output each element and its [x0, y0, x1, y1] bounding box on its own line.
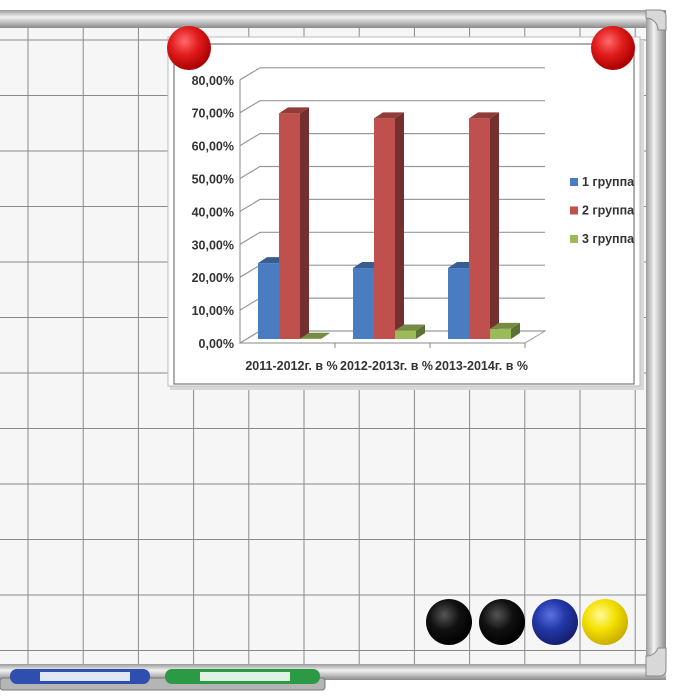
bar-top	[374, 112, 404, 119]
legend-swatch	[570, 178, 578, 186]
gridline	[239, 165, 545, 180]
y-tick-label: 20,00%	[192, 271, 234, 285]
y-tick-label: 30,00%	[192, 238, 234, 252]
x-tick-label: 2013-2014г. в %	[435, 359, 528, 373]
legend-swatch	[570, 206, 578, 215]
bar-chart: 0,00% 10,00% 20,00% 30,00% 40,00% 50,00% 60,00…	[192, 67, 635, 373]
magnet-black-2[interactable]	[479, 599, 525, 645]
y-tick-label: 40,00%	[192, 205, 234, 219]
y-tick-label: 80,00%	[192, 74, 234, 88]
bar-top	[490, 322, 520, 329]
x-tick-label: 2012-2013г. в %	[340, 359, 433, 373]
bar-side	[300, 107, 309, 339]
board-frame-right	[646, 10, 666, 680]
frame-corner-top	[645, 9, 667, 31]
bar	[395, 330, 416, 339]
y-tick-label: 60,00%	[192, 140, 234, 154]
gridline	[239, 100, 545, 114]
bar-top	[395, 324, 425, 331]
legend-label: 3 группа	[582, 232, 635, 246]
marker-green[interactable]	[165, 669, 320, 684]
bar	[469, 118, 490, 339]
marker-blue[interactable]	[10, 669, 150, 684]
bar-side	[490, 112, 499, 339]
gridline	[239, 198, 545, 212]
y-tick-label: 10,00%	[192, 304, 234, 318]
bar	[279, 113, 300, 339]
magnet-red-left[interactable]	[167, 26, 211, 70]
bar-side	[511, 322, 520, 339]
bar-top	[279, 107, 309, 114]
bar-side	[321, 332, 330, 339]
bar	[353, 268, 374, 339]
y-tick-label: 50,00%	[192, 173, 234, 187]
bar	[448, 268, 469, 339]
bar	[490, 328, 511, 339]
bar-top	[469, 112, 499, 119]
bar-top	[300, 332, 330, 339]
legend-swatch	[570, 235, 578, 243]
y-tick-label: 0,00%	[199, 337, 234, 351]
gridline	[239, 133, 545, 147]
board-frame-top	[0, 10, 665, 28]
magnet-blue[interactable]	[532, 599, 578, 645]
bar-side	[416, 324, 425, 339]
legend-label: 2 группа	[582, 204, 635, 218]
frame-corner-bottom	[645, 647, 667, 677]
chart-border	[173, 43, 635, 385]
y-tick-label: 70,00%	[192, 107, 234, 121]
magnet-black-1[interactable]	[426, 599, 472, 645]
bar	[258, 263, 279, 339]
legend-label: 1 группа	[582, 175, 635, 189]
gridline	[239, 231, 545, 245]
magnet-yellow[interactable]	[582, 599, 628, 645]
gridline	[239, 67, 545, 81]
magnet-red-right[interactable]	[591, 26, 635, 70]
bar-side	[395, 112, 404, 339]
bar	[374, 118, 395, 339]
x-tick-label: 2011-2012г. в %	[245, 359, 337, 373]
